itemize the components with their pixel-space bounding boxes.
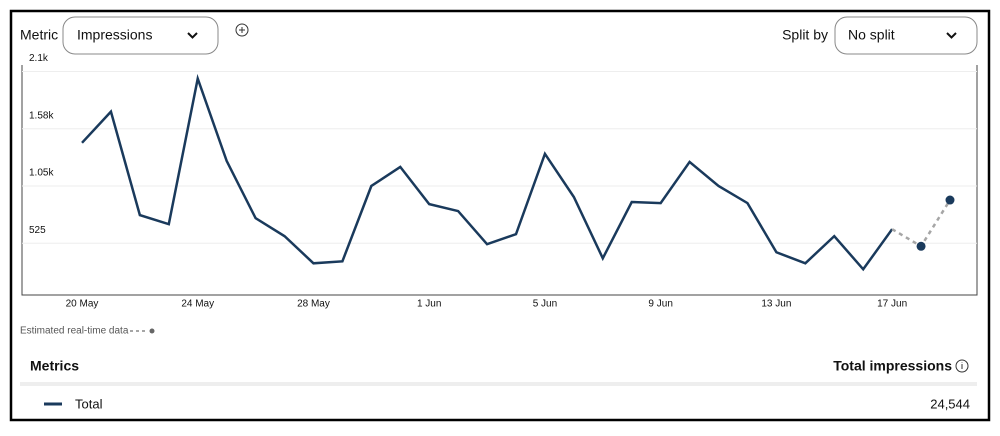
y-tick-label: 2.1k [29, 53, 49, 64]
point [945, 195, 955, 205]
x-tick-label: 17 Jun [877, 299, 907, 310]
legend-label: Estimated real-time data [20, 326, 129, 337]
point [916, 241, 926, 251]
info-icon[interactable] [955, 359, 969, 373]
split-dropdown[interactable] [834, 16, 978, 55]
row-name: Total [75, 396, 103, 411]
x-tick-label: 13 Jun [761, 299, 791, 310]
x-tick-label: 1 Jun [417, 299, 441, 310]
row-value: 24,544 [930, 396, 970, 411]
add-icon-plus [239, 27, 245, 33]
frame [9, 9, 991, 422]
x-tick-label: 5 Jun [533, 299, 557, 310]
chevron [946, 32, 957, 39]
x-tick-label: 9 Jun [648, 299, 672, 310]
x-tick-label: 28 May [297, 299, 330, 310]
legend-dot [149, 328, 155, 334]
x-tick-label: 20 May [66, 299, 99, 310]
plot: 525 1.05k 1.58k 2.1k 20 May 24 May 28 May 1 Jun… [22, 53, 977, 310]
chevron [187, 32, 198, 39]
metric-dropdown[interactable] [62, 16, 219, 55]
split-value[interactable]: No split [848, 27, 895, 43]
x-tick-label: 24 May [181, 299, 214, 310]
metric-value[interactable]: Impressions [77, 27, 152, 43]
add-icon[interactable] [235, 23, 249, 37]
table-header: Total impressions [833, 358, 952, 374]
split-label: Split by [782, 27, 828, 43]
header-shadow [20, 382, 977, 386]
y-tick-label: 1.05k [29, 168, 54, 179]
series-line [81, 73, 894, 272]
y-tick-label: 1.58k [29, 110, 54, 121]
table-header: Metrics [30, 358, 79, 374]
y-tick-label: 525 [29, 225, 46, 236]
plot-frame [21, 65, 978, 296]
metric-label: Metric [20, 27, 58, 43]
